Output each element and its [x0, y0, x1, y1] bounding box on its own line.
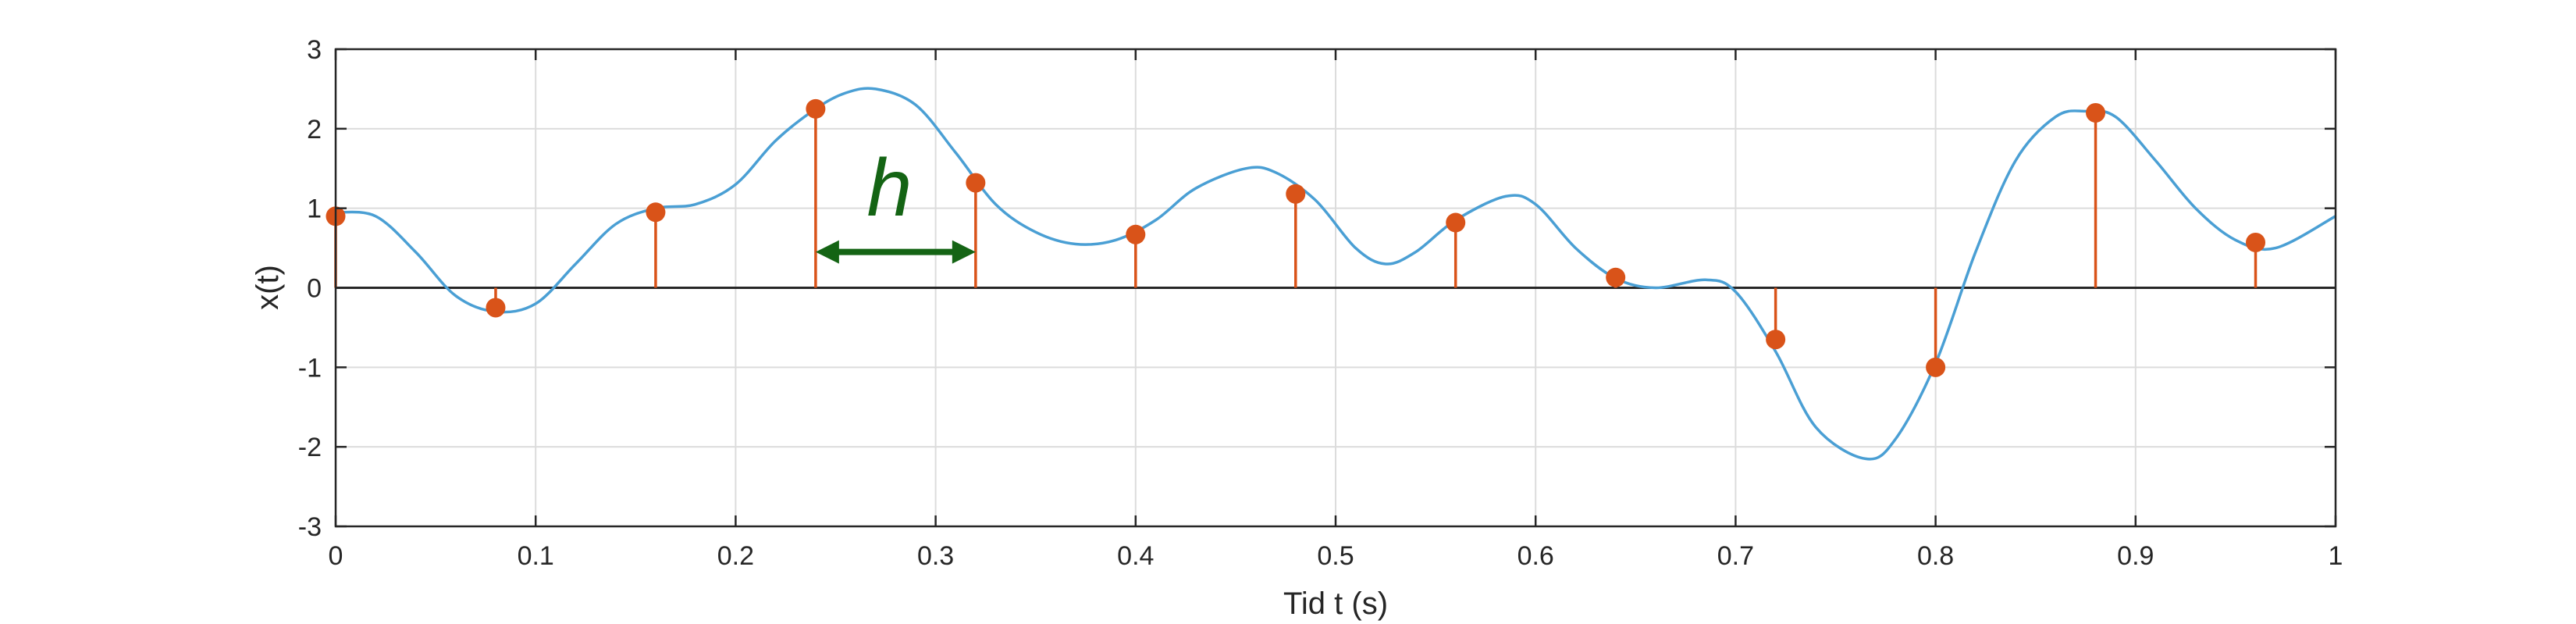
arrow-head-left	[815, 240, 839, 264]
sample-marker	[806, 98, 826, 119]
x-axis-label: Tid t (s)	[1283, 587, 1388, 621]
x-tick-label: 1	[2329, 541, 2343, 571]
axis-ticks	[334, 48, 2337, 528]
x-tick-label: 0.5	[1317, 541, 1354, 571]
sample-marker	[1606, 267, 1626, 287]
y-tick-label: -1	[298, 353, 322, 383]
sample-marker	[1126, 224, 1146, 244]
x-tick-label: 0.1	[518, 541, 554, 571]
x-tick-label: 0.4	[1117, 541, 1154, 571]
y-tick-label: -3	[298, 512, 322, 542]
sample-marker	[1766, 330, 1786, 350]
y-tick-label: 2	[307, 115, 322, 144]
arrow-head-right	[952, 240, 976, 264]
x-tick-label: 0.7	[1717, 541, 1754, 571]
x-tick-label: 0.2	[717, 541, 754, 571]
sample-marker	[486, 298, 506, 318]
h-annotation: h	[815, 143, 976, 264]
sample-marker	[2246, 232, 2266, 252]
x-tick-label: 0.8	[1917, 541, 1954, 571]
sample-marker	[1926, 357, 1946, 377]
y-tick-label: 0	[307, 274, 322, 304]
x-tick-label: 0.3	[917, 541, 954, 571]
signal-line	[335, 87, 2336, 461]
y-tick-label: -2	[298, 433, 322, 462]
sample-marker	[2086, 102, 2106, 123]
x-tick-label: 0.9	[2117, 541, 2154, 571]
x-tick-label: 0	[329, 541, 343, 571]
y-axis-label: x(t)	[251, 265, 285, 310]
y-tick-label: 3	[307, 35, 322, 65]
sample-marker	[1446, 212, 1466, 233]
x-tick-label: 0.6	[1517, 541, 1554, 571]
sample-markers	[326, 98, 2266, 377]
h-label: h	[866, 143, 912, 234]
y-tick-label: 1	[307, 194, 322, 224]
x-tick-labels: 0 0.1 0.2 0.3 0.4 0.5 0.6 0.7 0.8 0.9 1	[329, 541, 2343, 571]
sample-marker	[646, 202, 666, 223]
y-tick-labels: -3 -2 -1 0 1 2 3	[298, 35, 322, 542]
sample-marker	[966, 173, 986, 193]
sample-marker	[1286, 184, 1306, 204]
